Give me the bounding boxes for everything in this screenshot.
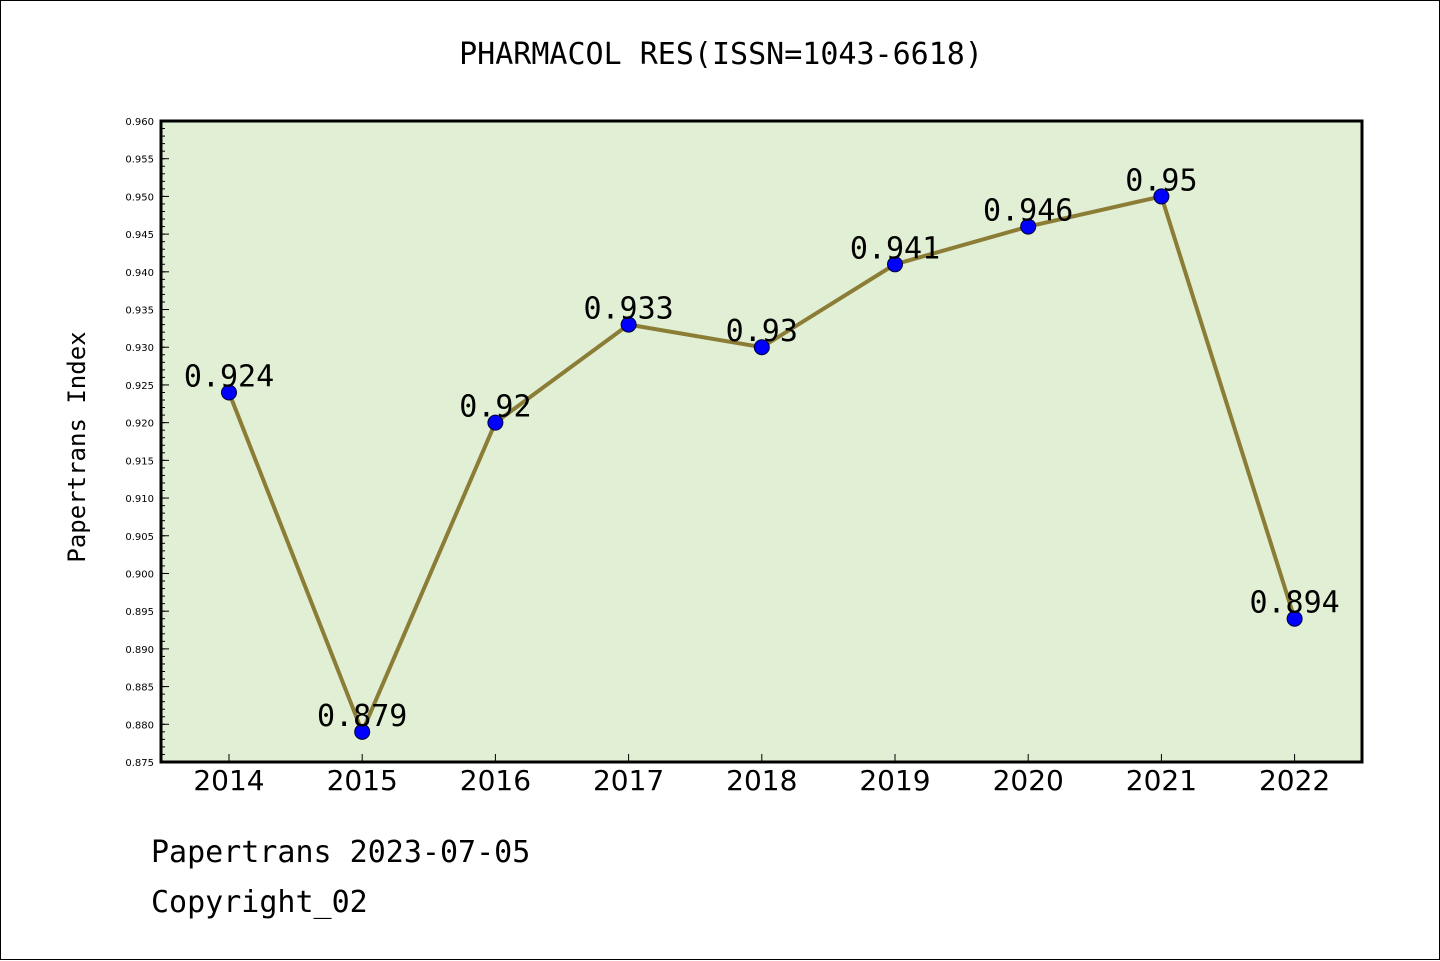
y-tick-label: 0.920 bbox=[125, 419, 154, 430]
data-label: 0.879 bbox=[317, 699, 407, 734]
x-axis: 2014 2015 2016 2017 2018 2019 2020 2021 2022 bbox=[193, 754, 1330, 797]
data-label: 0.924 bbox=[184, 359, 274, 394]
y-tick-label: 0.940 bbox=[125, 268, 154, 279]
y-tick-label: 0.925 bbox=[125, 381, 154, 392]
footer-copyright: Copyright_02 bbox=[151, 885, 368, 920]
x-tick-label: 2014 bbox=[193, 764, 264, 797]
y-tick-label: 0.960 bbox=[125, 117, 154, 128]
y-tick-label: 0.955 bbox=[125, 155, 154, 166]
data-label: 0.93 bbox=[726, 314, 798, 349]
x-tick-label: 2017 bbox=[593, 764, 664, 797]
y-tick-label: 0.895 bbox=[125, 607, 154, 618]
data-label: 0.95 bbox=[1125, 163, 1197, 198]
y-tick-label: 0.875 bbox=[125, 758, 154, 769]
y-tick-label: 0.905 bbox=[125, 532, 154, 543]
y-axis: 0.875 0.880 0.885 0.890 0.895 0.900 0.905 0.910… bbox=[125, 117, 169, 769]
data-label: 0.894 bbox=[1249, 586, 1339, 621]
series-markers bbox=[221, 188, 1303, 740]
data-point bbox=[620, 316, 637, 333]
plot-area bbox=[161, 121, 1362, 762]
data-point bbox=[354, 723, 371, 740]
data-point bbox=[1020, 218, 1037, 235]
y-tick-label: 0.915 bbox=[125, 456, 154, 467]
plot-border bbox=[159, 119, 1364, 764]
data-labels: 0.924 0.879 0.92 0.933 0.93 0.941 0.946 0.95 0.8… bbox=[184, 163, 1340, 733]
y-tick-label: 0.880 bbox=[125, 720, 154, 731]
y-tick-label: 0.950 bbox=[125, 192, 154, 203]
data-label: 0.933 bbox=[583, 292, 673, 327]
footer-source: Papertrans 2023-07-05 bbox=[151, 835, 531, 870]
y-tick-label: 0.935 bbox=[125, 306, 154, 317]
x-tick-label: 2018 bbox=[726, 764, 797, 797]
x-tick-label: 2016 bbox=[460, 764, 531, 797]
data-point bbox=[221, 384, 237, 401]
y-tick-label: 0.945 bbox=[125, 230, 154, 241]
data-point bbox=[487, 414, 504, 431]
data-point bbox=[1286, 610, 1303, 627]
y-tick-label: 0.910 bbox=[125, 494, 154, 505]
y-tick-label: 0.885 bbox=[125, 683, 154, 694]
y-tick-label: 0.900 bbox=[125, 569, 154, 580]
y-tick-label: 0.890 bbox=[125, 645, 154, 656]
x-tick-label: 2019 bbox=[859, 764, 930, 797]
data-point bbox=[753, 339, 770, 356]
data-label: 0.946 bbox=[983, 194, 1073, 229]
x-tick-label: 2020 bbox=[993, 764, 1064, 797]
chart-title: PHARMACOL RES(ISSN=1043-6618) bbox=[459, 37, 983, 72]
x-tick-label: 2015 bbox=[327, 764, 398, 797]
data-point bbox=[1153, 188, 1170, 205]
data-label: 0.92 bbox=[459, 390, 531, 425]
data-label: 0.941 bbox=[850, 231, 940, 266]
x-tick-label: 2022 bbox=[1259, 764, 1330, 797]
y-tick-label: 0.930 bbox=[125, 343, 154, 354]
x-tick-label: 2021 bbox=[1126, 764, 1197, 797]
data-point bbox=[887, 256, 903, 273]
